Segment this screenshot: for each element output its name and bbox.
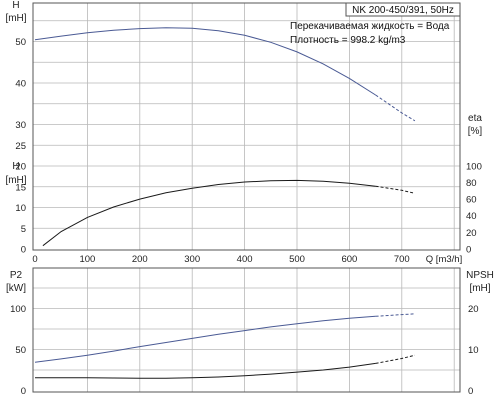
head-tick-label: 10 [15, 203, 26, 214]
head-axis-unit: [mH] [5, 13, 26, 24]
head-tick-label: 30 [15, 120, 26, 131]
eta-tick-label: 0 [466, 245, 471, 256]
npsh-axis-unit: [mH] [469, 283, 490, 294]
q-tick-label: 200 [132, 254, 148, 265]
label-layer: H[mH]H[mH]eta[%]P2[kW]NPSH[mH]5040300510… [5, 0, 493, 397]
head-axis-unit-lower: [mH] [5, 175, 26, 186]
head-tick-label: 5 [21, 224, 26, 235]
p2-tick-label: 50 [15, 345, 26, 356]
p2-tick-label: 100 [10, 304, 26, 315]
npsh-tick-label: 10 [468, 345, 479, 356]
head-axis-name-lower: H [12, 161, 19, 172]
title-box [345, 2, 461, 17]
p2-tick-label: 0 [21, 386, 26, 397]
q-axis-label: Q [m3/h] [426, 254, 462, 265]
head-axis-name: H [12, 0, 19, 11]
upper-efficiency-curve-extension [375, 185, 416, 194]
p2-axis-name: P2 [10, 270, 23, 281]
lower-npsh-curve [35, 362, 376, 379]
upper-panel-frame [32, 2, 461, 251]
lower-panel-frame [32, 267, 461, 393]
upper-head-curve-extension [375, 94, 416, 122]
grid-layer [33, 3, 460, 392]
liquid-annotation: Перекачиваемая жидкость = Вода [290, 21, 450, 32]
npsh-tick-label: 20 [468, 304, 479, 315]
head-tick-label: 15 [15, 182, 26, 193]
eta-axis-name: eta [468, 113, 482, 124]
q-tick-label: 700 [394, 254, 410, 265]
q-tick-label: 500 [289, 254, 305, 265]
lower-npsh-curve-extension [375, 354, 416, 364]
head-tick-label: 40 [15, 79, 26, 90]
eta-tick-label: 100 [466, 161, 482, 172]
eta-tick-label: 20 [466, 228, 477, 239]
q-tick-label: 0 [32, 254, 37, 265]
q-tick-label: 300 [184, 254, 200, 265]
curve-layer [34, 27, 416, 379]
npsh-axis-name: NPSH [466, 270, 494, 281]
head-tick-label: 50 [15, 37, 26, 48]
p2-axis-unit: [kW] [6, 283, 26, 294]
lower-power-curve-extension [375, 313, 415, 317]
density-annotation: Плотность = 998.2 kg/m3 [290, 35, 406, 46]
lower-power-curve [34, 315, 376, 363]
upper-head-curve [34, 27, 376, 96]
head-tick-label: 25 [15, 141, 26, 152]
chart-title: NK 200-450/391, 50Hz [352, 5, 454, 16]
q-tick-label: 400 [237, 254, 253, 265]
head-tick-label: 20 [15, 162, 26, 173]
eta-axis-unit: [%] [468, 126, 483, 137]
q-tick-label: 100 [79, 254, 95, 265]
frame-layer [32, 2, 461, 393]
eta-tick-label: 60 [466, 195, 477, 206]
q-tick-label: 600 [341, 254, 357, 265]
upper-efficiency-curve [42, 179, 376, 247]
npsh-tick-label: 0 [468, 386, 473, 397]
head-tick-label: 0 [21, 245, 26, 256]
eta-tick-label: 80 [466, 178, 477, 189]
eta-tick-label: 40 [466, 211, 477, 222]
